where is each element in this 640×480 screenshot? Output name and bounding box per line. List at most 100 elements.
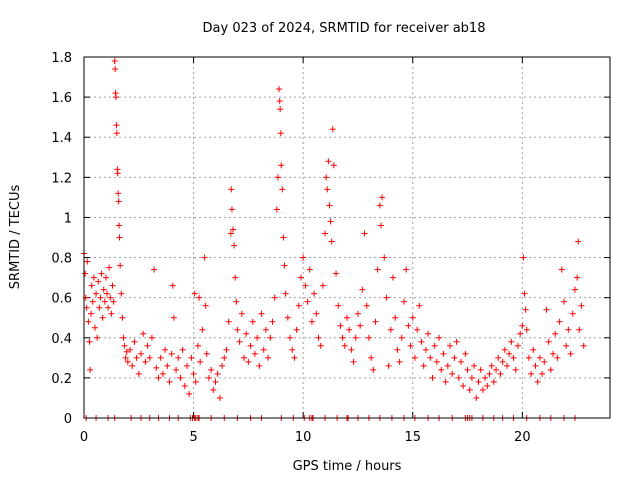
data-point: [425, 330, 432, 337]
data-point: [348, 346, 355, 353]
data-point: [238, 310, 245, 317]
data-point: [365, 334, 372, 341]
data-point: [550, 350, 557, 357]
x-tick-label: 0: [80, 430, 88, 445]
data-point: [379, 194, 386, 201]
data-point: [188, 354, 195, 361]
data-point: [105, 304, 112, 311]
data-point: [495, 354, 502, 361]
data-point: [122, 354, 129, 361]
data-point: [210, 386, 217, 393]
data-point: [571, 286, 578, 293]
data-point: [247, 342, 254, 349]
data-points: [81, 58, 587, 421]
data-point: [169, 282, 176, 289]
data-point: [98, 270, 105, 277]
data-point: [88, 282, 95, 289]
data-point: [556, 318, 563, 325]
data-point: [506, 350, 513, 357]
data-point: [228, 206, 235, 213]
data-point: [468, 374, 475, 381]
data-point: [97, 294, 104, 301]
data-point: [385, 362, 392, 369]
data-point: [543, 306, 550, 313]
data-point: [84, 258, 91, 265]
data-point: [223, 346, 230, 353]
data-point: [232, 274, 239, 281]
data-point: [162, 346, 169, 353]
data-point: [539, 370, 546, 377]
y-tick-label: 0: [64, 412, 72, 427]
data-point: [267, 334, 274, 341]
data-point: [100, 286, 107, 293]
data-point: [464, 366, 471, 373]
data-point: [486, 370, 493, 377]
data-point: [131, 338, 138, 345]
data-point: [203, 350, 210, 357]
data-point: [96, 304, 103, 311]
data-point: [578, 302, 585, 309]
data-point: [497, 370, 504, 377]
grid: [84, 57, 610, 418]
data-point: [346, 326, 353, 333]
data-point: [135, 370, 142, 377]
data-point: [433, 358, 440, 365]
data-point: [510, 354, 517, 361]
data-point: [280, 234, 287, 241]
data-point: [249, 318, 256, 325]
data-point: [276, 86, 283, 93]
data-point: [304, 298, 311, 305]
data-point: [477, 366, 484, 373]
data-point: [260, 346, 267, 353]
data-point: [451, 354, 458, 361]
data-point: [376, 202, 383, 209]
data-point: [409, 314, 416, 321]
data-point: [279, 186, 286, 193]
data-point: [381, 254, 388, 261]
data-point: [106, 264, 113, 271]
data-point: [234, 326, 241, 333]
data-point: [265, 354, 272, 361]
data-point: [214, 370, 221, 377]
y-tick-label: 1: [64, 211, 72, 226]
data-point: [574, 274, 581, 281]
data-point: [277, 106, 284, 113]
data-point: [133, 354, 140, 361]
data-point: [311, 290, 318, 297]
data-point: [442, 378, 449, 385]
data-point: [522, 306, 529, 313]
data-point: [88, 310, 95, 317]
data-point: [243, 330, 250, 337]
data-point: [422, 346, 429, 353]
data-point: [569, 310, 576, 317]
data-point: [407, 342, 414, 349]
data-point: [179, 346, 186, 353]
data-point: [453, 338, 460, 345]
data-point: [536, 354, 543, 361]
data-point: [101, 298, 108, 305]
data-point: [329, 126, 336, 133]
data-point: [374, 266, 381, 273]
data-point: [164, 362, 171, 369]
data-point: [488, 362, 495, 369]
data-point: [352, 334, 359, 341]
data-point: [300, 254, 307, 261]
data-point: [219, 362, 226, 369]
y-tick-label: 1.8: [51, 51, 72, 66]
data-point: [83, 304, 90, 311]
data-point: [297, 274, 304, 281]
data-point: [520, 254, 527, 261]
data-point: [403, 266, 410, 273]
data-point: [387, 326, 394, 333]
data-point: [212, 378, 219, 385]
data-point: [121, 342, 128, 349]
data-point: [273, 206, 280, 213]
data-point: [170, 314, 177, 321]
data-point: [258, 310, 265, 317]
data-point: [271, 294, 278, 301]
data-point: [411, 354, 418, 361]
data-point: [315, 334, 322, 341]
data-point: [471, 362, 478, 369]
data-point: [302, 282, 309, 289]
data-point: [284, 314, 291, 321]
